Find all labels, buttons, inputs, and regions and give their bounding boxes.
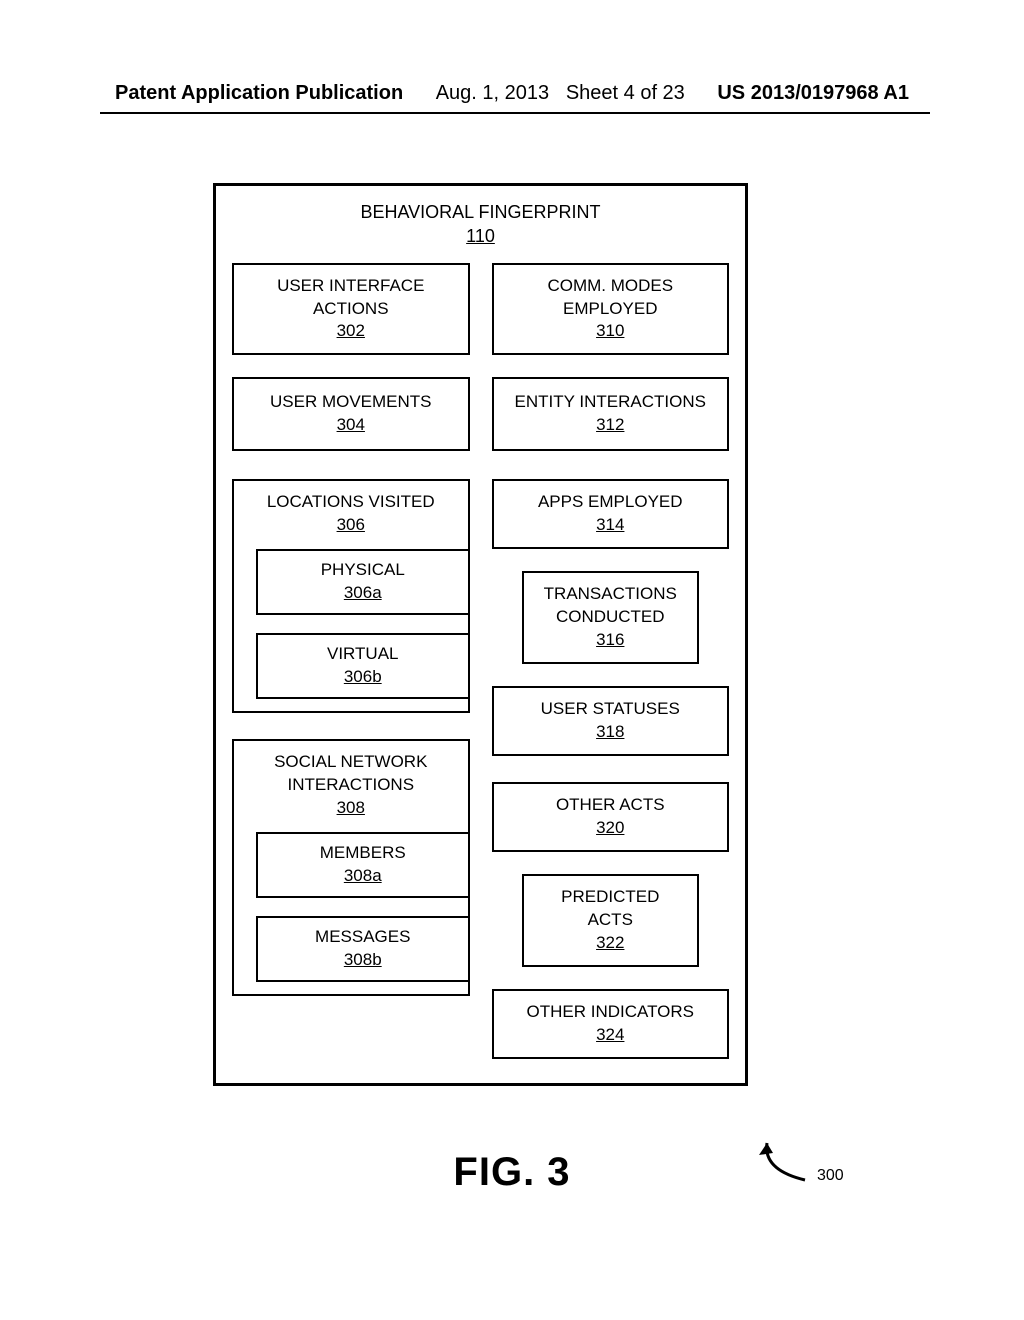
spacer <box>492 664 730 686</box>
diagram-box: USER MOVEMENTS304 <box>232 377 470 451</box>
diagram-title-ref: 110 <box>232 224 729 248</box>
subbox-ref: 308b <box>344 949 382 972</box>
box-ref: 310 <box>596 320 624 343</box>
box-ref: 318 <box>596 721 624 744</box>
diagram-box: USER INTERFACE ACTIONS302 <box>232 263 470 356</box>
box-ref: 312 <box>596 414 624 437</box>
header-left: Patent Application Publication <box>115 82 403 105</box>
spacer <box>492 756 730 782</box>
box-label: TRANSACTIONSCONDUCTED <box>544 583 677 629</box>
diagram-box: ENTITY INTERACTIONS312 <box>492 377 730 451</box>
box-label: APPS EMPLOYED <box>538 491 683 514</box>
spacer <box>232 451 470 479</box>
box-label: COMM. MODES EMPLOYED <box>500 275 722 321</box>
diagram-box: USER STATUSES318 <box>492 686 730 756</box>
group-header: SOCIAL NETWORKINTERACTIONS308 <box>234 741 468 832</box>
box-label: ENTITY INTERACTIONS <box>515 391 706 414</box>
box-label: PREDICTEDACTS <box>561 886 659 932</box>
group-ref: 306 <box>240 514 462 537</box>
diagram-subbox: PHYSICAL306a <box>256 549 470 615</box>
spacer <box>492 451 730 479</box>
box-label: USER INTERFACE ACTIONS <box>240 275 462 321</box>
group-label: LOCATIONS VISITED <box>240 491 462 514</box>
box-label: OTHER ACTS <box>556 794 665 817</box>
diagram-subbox: MEMBERS308a <box>256 832 470 898</box>
group-header: LOCATIONS VISITED306 <box>234 481 468 549</box>
subbox-label: MEMBERS <box>320 842 406 865</box>
spacer <box>232 713 470 739</box>
group-ref: 308 <box>240 797 462 820</box>
page-header: Patent Application Publication Aug. 1, 2… <box>0 82 1024 105</box>
box-ref: 304 <box>337 414 365 437</box>
subbox-label: MESSAGES <box>315 926 410 949</box>
box-ref: 314 <box>596 514 624 537</box>
spacer <box>492 852 730 874</box>
header-center: Aug. 1, 2013 Sheet 4 of 23 <box>436 82 685 105</box>
box-ref: 324 <box>596 1024 624 1047</box>
spacer <box>492 549 730 571</box>
diagram-group: SOCIAL NETWORKINTERACTIONS308MEMBERS308a… <box>232 739 470 996</box>
group-label: SOCIAL NETWORKINTERACTIONS <box>240 751 462 797</box>
diagram-subbox: VIRTUAL306b <box>256 633 470 699</box>
box-ref: 320 <box>596 817 624 840</box>
box-ref: 316 <box>596 629 624 652</box>
diagram-box: OTHER INDICATORS324 <box>492 989 730 1059</box>
figure-ref-arrow <box>755 1135 875 1195</box>
header-right: US 2013/0197968 A1 <box>717 82 909 105</box>
subbox-label: VIRTUAL <box>327 643 399 666</box>
diagram-group: LOCATIONS VISITED306PHYSICAL306aVIRTUAL3… <box>232 479 470 713</box>
diagram-subbox: MESSAGES308b <box>256 916 470 982</box>
figure-ref-label: 300 <box>817 1167 844 1185</box>
diagram-box: COMM. MODES EMPLOYED310 <box>492 263 730 356</box>
diagram-box: TRANSACTIONSCONDUCTED316 <box>522 571 700 664</box>
subbox-ref: 306b <box>344 666 382 689</box>
box-label: OTHER INDICATORS <box>527 1001 695 1024</box>
diagram-box: APPS EMPLOYED314 <box>492 479 730 549</box>
subbox-ref: 308a <box>344 865 382 888</box>
spacer <box>492 967 730 989</box>
header-rule <box>100 112 930 114</box>
diagram-title-label: BEHAVIORAL FINGERPRINT <box>232 200 729 224</box>
box-label: USER STATUSES <box>541 698 680 721</box>
spacer <box>232 355 470 377</box>
diagram-box: PREDICTEDACTS322 <box>522 874 700 967</box>
diagram-title: BEHAVIORAL FINGERPRINT 110 <box>232 200 729 249</box>
diagram-columns: USER INTERFACE ACTIONS302USER MOVEMENTS3… <box>232 263 729 1059</box>
spacer <box>492 355 730 377</box>
diagram-container: BEHAVIORAL FINGERPRINT 110 USER INTERFAC… <box>213 183 748 1086</box>
diagram-left-column: USER INTERFACE ACTIONS302USER MOVEMENTS3… <box>232 263 470 1059</box>
box-ref: 302 <box>337 320 365 343</box>
subbox-ref: 306a <box>344 582 382 605</box>
box-label: USER MOVEMENTS <box>270 391 432 414</box>
subbox-label: PHYSICAL <box>321 559 405 582</box>
diagram-right-column: COMM. MODES EMPLOYED310 ENTITY INTERACTIO… <box>492 263 730 1059</box>
box-ref: 322 <box>596 932 624 955</box>
diagram-box: OTHER ACTS320 <box>492 782 730 852</box>
